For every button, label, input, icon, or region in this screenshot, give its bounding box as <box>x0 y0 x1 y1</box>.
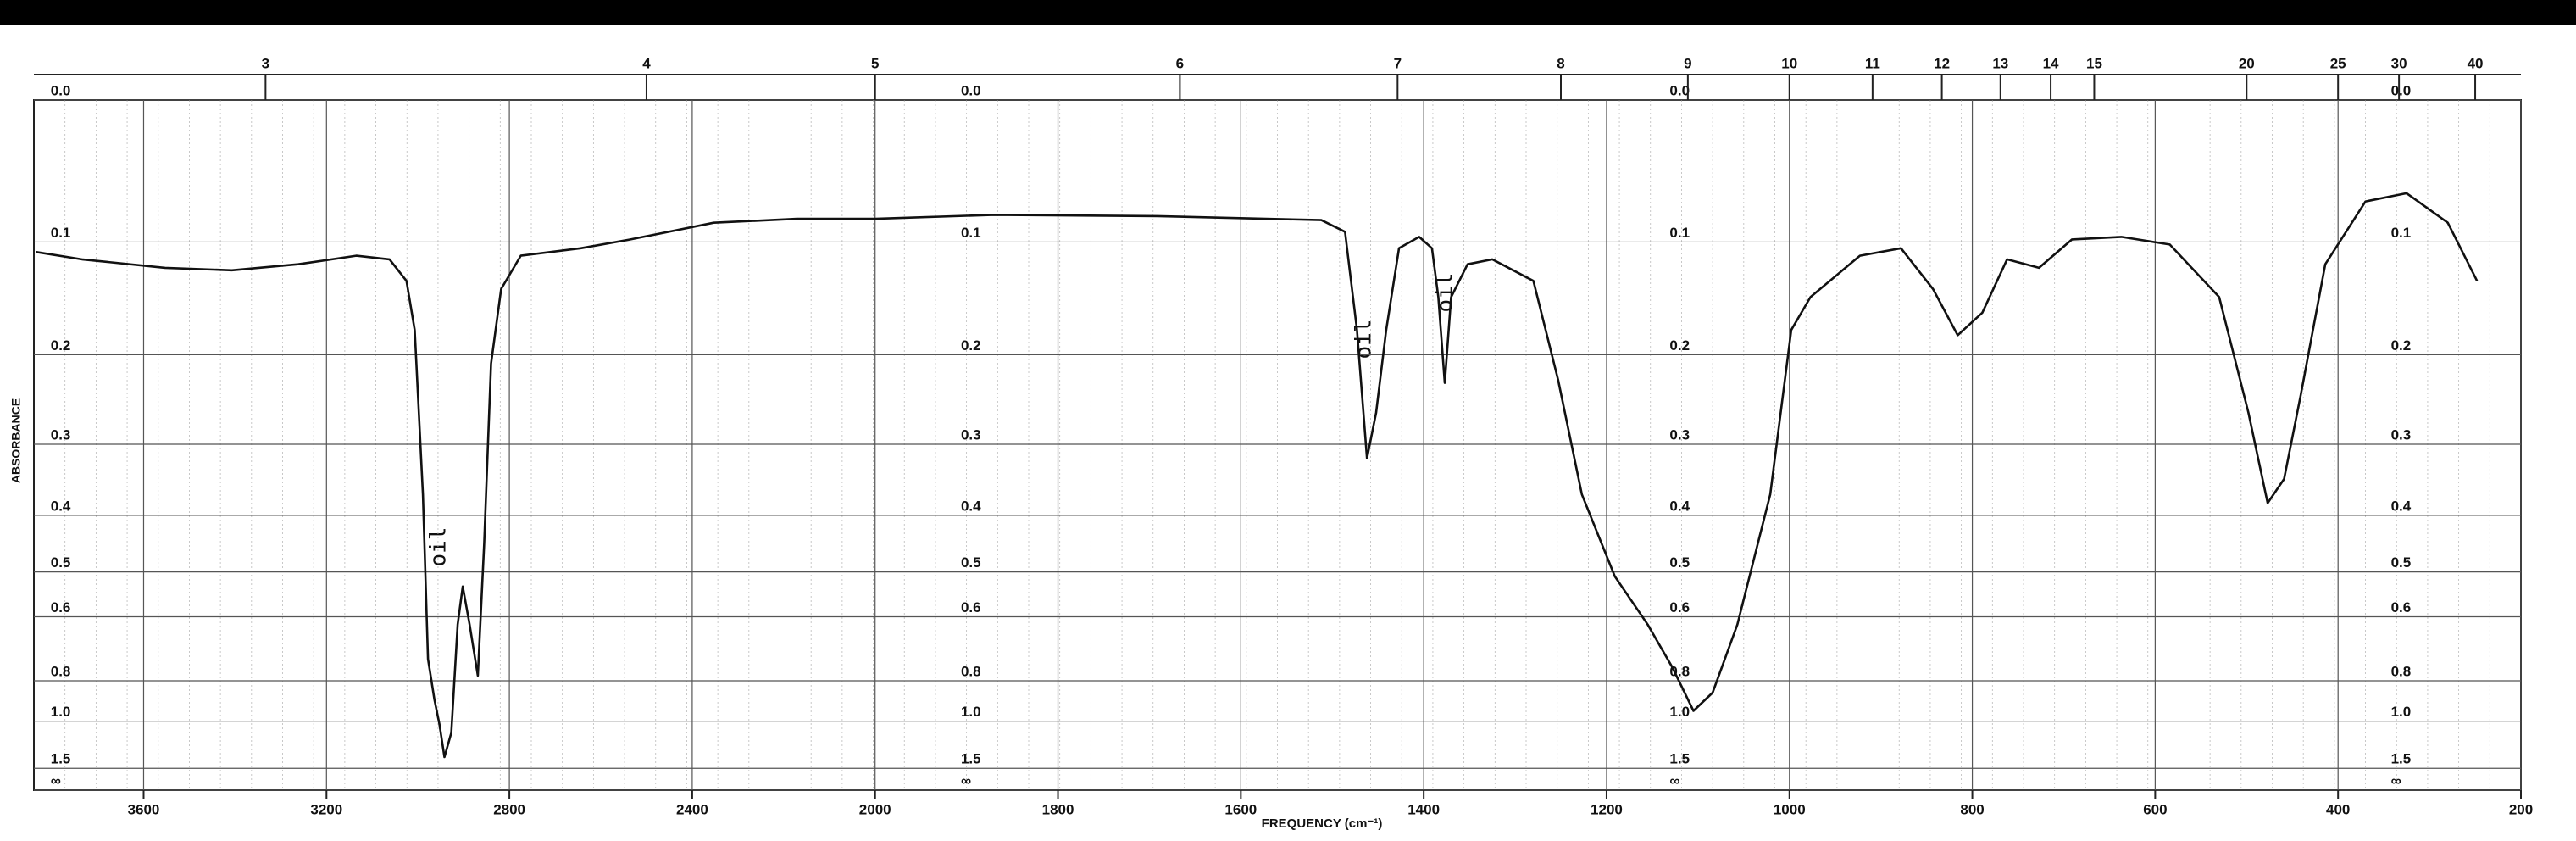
x-tick-label: 1400 <box>1407 801 1440 817</box>
x-tick-label: 600 <box>2143 801 2167 817</box>
annotation: oil <box>426 527 452 567</box>
y-tick-label: 0.0 <box>2391 82 2412 98</box>
top-tick-label: 10 <box>1781 55 1797 71</box>
y-tick-label: 0.1 <box>2391 225 2412 241</box>
y-tick-label: 0.6 <box>1669 599 1690 615</box>
x-tick-label: 1800 <box>1042 801 1074 817</box>
y-tick-label: ∞ <box>2391 772 2401 788</box>
top-tick-label: 30 <box>2391 55 2407 71</box>
top-tick-label: 12 <box>1934 55 1950 71</box>
y-tick-label: 1.5 <box>2391 751 2412 767</box>
y-tick-label: 0.2 <box>2391 337 2412 354</box>
y-tick-label: 0.0 <box>51 82 71 98</box>
y-tick-label: 1.5 <box>1669 751 1690 767</box>
y-tick-label: 0.0 <box>961 82 981 98</box>
top-tick-label: 11 <box>1865 55 1880 71</box>
y-tick-label: 1.5 <box>51 751 71 767</box>
y-tick-label: 0.5 <box>1669 554 1690 571</box>
x-tick-label: 2800 <box>493 801 525 817</box>
x-tick-label: 3200 <box>310 801 342 817</box>
x-axis-title: FREQUENCY (cm⁻¹) <box>1262 816 1383 831</box>
annotation: oil <box>1352 320 1377 359</box>
x-tick-label: 800 <box>1960 801 1984 817</box>
top-tick-label: 25 <box>2330 55 2346 71</box>
y-tick-label: ∞ <box>1669 772 1679 788</box>
y-tick-label: 0.3 <box>51 427 71 443</box>
x-tick-label: 1200 <box>1591 801 1623 817</box>
y-tick-label: 0.1 <box>961 225 981 241</box>
y-tick-label: ∞ <box>961 772 971 788</box>
top-tick-label: 7 <box>1394 55 1402 71</box>
spectrum-line <box>35 192 2479 759</box>
y-tick-label: 0.0 <box>1669 82 1690 98</box>
top-tick-label: 15 <box>2086 55 2102 71</box>
header-bar <box>0 0 2576 25</box>
top-tick-label: 9 <box>1684 55 1691 71</box>
y-tick-label: 0.4 <box>51 498 71 514</box>
x-tick-label: 1000 <box>1774 801 1806 817</box>
top-tick-label: 14 <box>2043 55 2059 71</box>
y-tick-label: ∞ <box>51 772 61 788</box>
top-tick-label: 20 <box>2239 55 2255 71</box>
y-tick-label: 1.5 <box>961 751 981 767</box>
top-tick-label: 13 <box>1992 55 2008 71</box>
y-tick-label: 0.1 <box>1669 225 1690 241</box>
y-tick-label: 1.0 <box>961 704 981 720</box>
y-tick-label: 0.8 <box>1669 663 1690 679</box>
y-tick-label: 0.2 <box>961 337 981 354</box>
top-tick-label: 3 <box>262 55 269 71</box>
y-tick-label: 0.5 <box>961 554 981 571</box>
y-tick-label: 1.0 <box>51 704 71 720</box>
x-tick-label: 1600 <box>1224 801 1257 817</box>
top-tick-label: 5 <box>871 55 879 71</box>
top-tick-label: 6 <box>1176 55 1184 71</box>
x-tick-label: 2400 <box>676 801 708 817</box>
x-tick-label: 3600 <box>128 801 160 817</box>
y-tick-label: 0.8 <box>2391 663 2412 679</box>
y-tick-label: 1.0 <box>2391 704 2412 720</box>
top-tick-label: 40 <box>2468 55 2484 71</box>
y-tick-label: 0.8 <box>961 663 981 679</box>
y-tick-label: 0.2 <box>51 337 71 354</box>
top-tick-label: 8 <box>1557 55 1564 71</box>
y-tick-label: 0.6 <box>51 599 71 615</box>
y-tick-label: 0.5 <box>2391 554 2412 571</box>
y-tick-label: 0.6 <box>2391 599 2412 615</box>
y-tick-label: 0.4 <box>1669 498 1690 514</box>
x-tick-label: 200 <box>2509 801 2533 817</box>
y-tick-label: 0.4 <box>961 498 981 514</box>
top-tick-label: 4 <box>642 55 651 71</box>
y-tick-label: 0.3 <box>961 427 981 443</box>
y-tick-label: 0.5 <box>51 554 71 571</box>
x-tick-label: 2000 <box>859 801 891 817</box>
y-tick-label: 0.8 <box>51 663 71 679</box>
y-tick-label: 0.6 <box>961 599 981 615</box>
x-tick-label: 400 <box>2326 801 2350 817</box>
y-tick-label: 1.0 <box>1669 704 1690 720</box>
y-tick-label: 0.1 <box>51 225 71 241</box>
y-tick-label: 0.3 <box>2391 427 2412 443</box>
y-axis-title: ABSORBANCE <box>9 398 23 483</box>
y-tick-label: 0.2 <box>1669 337 1690 354</box>
y-tick-label: 0.4 <box>2391 498 2412 514</box>
y-tick-label: 0.3 <box>1669 427 1690 443</box>
